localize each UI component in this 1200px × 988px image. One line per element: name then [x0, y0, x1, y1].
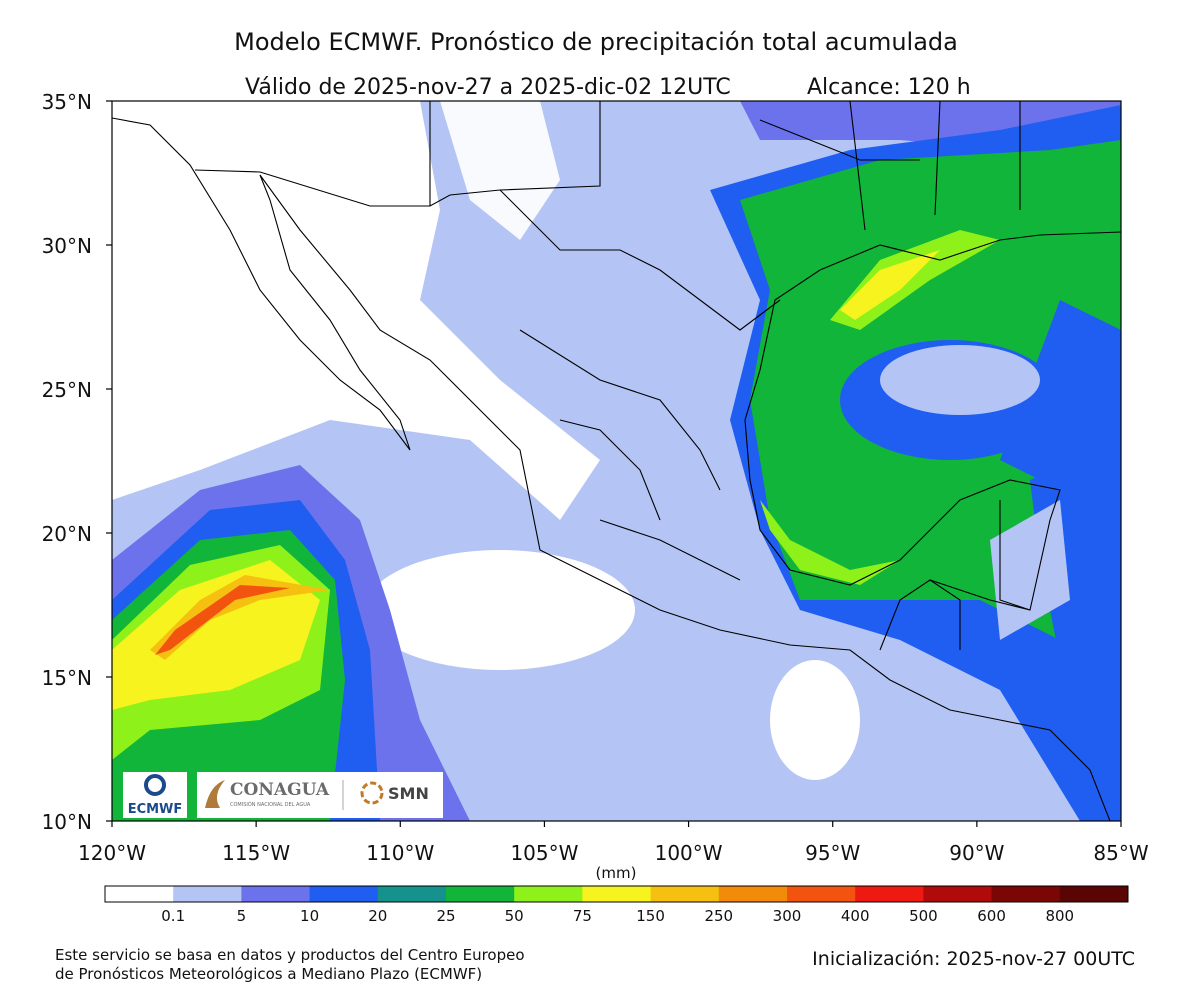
- init-time: Inicialización: 2025-nov-27 00UTC: [812, 948, 1135, 970]
- logo-smn: SMN: [388, 784, 429, 803]
- logo-conagua: CONAGUA: [230, 780, 330, 800]
- lon-label: 100°W: [655, 841, 723, 865]
- colorbar-label: 10: [300, 907, 319, 925]
- lon-label: 105°W: [510, 841, 578, 865]
- colorbar-label: 300: [773, 907, 802, 925]
- colorbar-swatch: [446, 886, 515, 902]
- colorbar-swatch: [514, 886, 583, 902]
- credit-line: Este servicio se basa en datos y product…: [55, 946, 525, 964]
- lon-label: 120°W: [78, 841, 146, 865]
- colorbar-label: 600: [977, 907, 1006, 925]
- colorbar-label: 25: [436, 907, 455, 925]
- colorbar-label: 150: [636, 907, 665, 925]
- valid-range: Válido de 2025-nov-27 a 2025-dic-02 12UT…: [245, 75, 731, 100]
- map: ECMWF CONAGUA COMISIÓN NACIONAL DEL AGUA…: [106, 100, 1122, 827]
- colorbar-swatch: [787, 886, 856, 902]
- colorbar-label: 75: [573, 907, 592, 925]
- lon-label: 95°W: [805, 841, 860, 865]
- lon-label: 85°W: [1093, 841, 1148, 865]
- colorbar-swatch: [650, 886, 720, 902]
- forecast-range: Alcance: 120 h: [807, 75, 971, 100]
- lon-label: 90°W: [949, 841, 1004, 865]
- colorbar-label: 250: [704, 907, 733, 925]
- colorbar-swatch: [377, 886, 447, 902]
- credit-line: de Pronósticos Meteorológicos a Mediano …: [55, 965, 482, 983]
- colorbar-swatch: [718, 886, 788, 902]
- colorbar-label: 400: [841, 907, 870, 925]
- colorbar-swatch: [241, 886, 311, 902]
- lon-label: 115°W: [222, 841, 290, 865]
- title: Modelo ECMWF. Pronóstico de precipitació…: [234, 28, 958, 56]
- lat-label: 35°N: [42, 90, 92, 114]
- lon-label: 110°W: [366, 841, 434, 865]
- colorbar-unit: (mm): [596, 864, 637, 882]
- colorbar-label: 20: [368, 907, 387, 925]
- colorbar-swatch: [105, 886, 174, 902]
- lat-label: 30°N: [42, 234, 92, 258]
- colorbar-label: 800: [1045, 907, 1074, 925]
- lat-label: 25°N: [42, 378, 92, 402]
- colorbar-label: 0.1: [161, 907, 185, 925]
- colorbar-label: 50: [505, 907, 524, 925]
- colorbar-label: 5: [237, 907, 247, 925]
- colorbar-label: 500: [909, 907, 938, 925]
- colorbar-swatch: [582, 886, 652, 902]
- colorbar-frame: [104, 885, 1129, 903]
- lat-label: 20°N: [42, 522, 92, 546]
- colorbar-swatch: [923, 886, 993, 902]
- lat-label: 10°N: [42, 810, 92, 834]
- logo-conagua-sub: COMISIÓN NACIONAL DEL AGUA: [230, 801, 311, 808]
- logo-ecmwf: ECMWF: [128, 802, 183, 817]
- lat-label: 15°N: [42, 666, 92, 690]
- colorbar-swatch: [309, 886, 379, 902]
- colorbar-swatch: [173, 886, 242, 902]
- colorbar-swatch: [855, 886, 924, 902]
- colorbar-swatch: [1059, 886, 1129, 902]
- colorbar-swatch: [991, 886, 1061, 902]
- colorbar: 0.1 5 10 20 25 50 75 150 250 300 400 500 600 800: [104, 885, 1129, 925]
